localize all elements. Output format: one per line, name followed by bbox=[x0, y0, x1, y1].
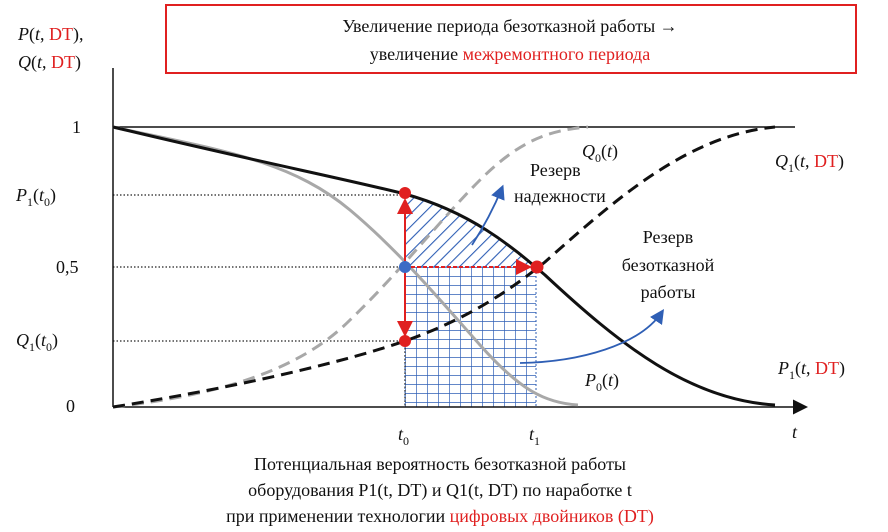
annotation-uptime-reserve-3: работы bbox=[641, 282, 696, 302]
caption-line-2: оборудования P1(t, DT) и Q1(t, DT) по на… bbox=[248, 480, 632, 501]
point-half-t0 bbox=[399, 261, 411, 273]
reliability-reserve-region bbox=[405, 193, 536, 267]
tick-x-t1: t1 bbox=[529, 424, 540, 448]
label-p1: P1(t, DT) bbox=[777, 358, 845, 382]
tick-y-q1t0: Q1(t0) bbox=[16, 330, 58, 354]
caption-line-1: Потенциальная вероятность безотказной ра… bbox=[254, 454, 626, 474]
label-p0: P0(t) bbox=[584, 370, 619, 394]
banner-box bbox=[165, 4, 857, 74]
point-q1-t0 bbox=[399, 335, 411, 347]
tick-y-1: 1 bbox=[72, 117, 81, 137]
banner-line-2: увеличение межремонтного периода bbox=[370, 44, 650, 64]
y-axis-title-q: Q(t, DT) bbox=[18, 52, 81, 73]
point-p1-t0 bbox=[399, 187, 411, 199]
callout-arrow-reliability bbox=[471, 184, 505, 246]
callout-arrow-uptime bbox=[519, 309, 664, 364]
annotation-uptime-reserve-2: безотказной bbox=[622, 255, 715, 275]
annotation-uptime-reserve-1: Резерв bbox=[643, 227, 694, 247]
label-q0: Q0(t) bbox=[582, 141, 618, 165]
curve-p1 bbox=[112, 125, 776, 407]
tick-y-half: 0,5 bbox=[56, 257, 79, 277]
curve-q1 bbox=[112, 125, 776, 409]
guide-lines bbox=[113, 194, 406, 407]
uptime-reserve-region bbox=[404, 266, 537, 408]
annotation-reliability-reserve-2: надежности bbox=[514, 186, 606, 206]
point-t1 bbox=[530, 260, 544, 274]
tick-x-t0: t0 bbox=[398, 424, 409, 448]
y-axis-title-p: P(t, DT), bbox=[17, 24, 84, 45]
caption-line-3: при применении технологии цифровых двойн… bbox=[226, 506, 654, 527]
label-q1: Q1(t, DT) bbox=[775, 151, 844, 175]
x-axis-label: t bbox=[792, 422, 798, 442]
tick-y-p1t0: P1(t0) bbox=[15, 185, 56, 209]
annotation-reliability-reserve-1: Резерв bbox=[530, 160, 581, 180]
tick-y-0: 0 bbox=[66, 396, 75, 416]
banner-line-1: Увеличение периода безотказной работы → bbox=[342, 16, 677, 36]
